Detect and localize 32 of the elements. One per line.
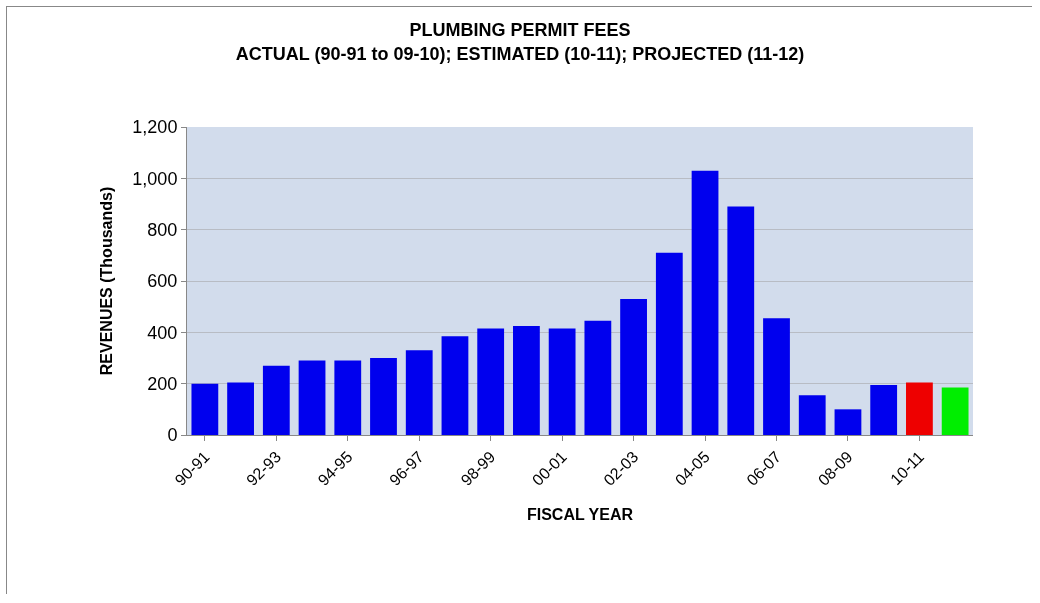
y-tick-label: 400 [147,322,178,343]
bar [441,336,469,435]
bar [227,382,254,435]
bar [941,387,969,435]
bar [370,358,397,435]
bar [513,325,540,435]
bar [727,206,755,435]
bar [477,328,505,435]
x-axis-title: FISCAL YEAR [526,505,634,523]
chart-title: PLUMBING PERMIT FEES ACTUAL (90-91 to 09-10); ESTIMATED (10-11); PROJECTED (11-12) [235,20,805,64]
bar [584,320,612,435]
bar [870,384,898,435]
bar [191,383,219,435]
y-tick-label: 600 [147,271,178,292]
bar [906,382,933,435]
bar [334,360,362,435]
y-tick-label: 1,000 [132,168,178,189]
bar [620,298,647,435]
bar [834,409,862,435]
y-tick-label: 200 [147,373,178,394]
y-tick-label: 0 [167,425,178,446]
y-axis-title: REVENUES (Thousands) [98,186,116,376]
y-tick-label: 1,200 [132,117,178,138]
bar [655,252,683,435]
bar [763,318,790,435]
bar [262,365,290,435]
bar [691,170,719,435]
bar [405,350,433,435]
bar [798,395,826,435]
bar [298,360,326,435]
y-tick-label: 800 [147,219,178,240]
bar [548,328,576,435]
